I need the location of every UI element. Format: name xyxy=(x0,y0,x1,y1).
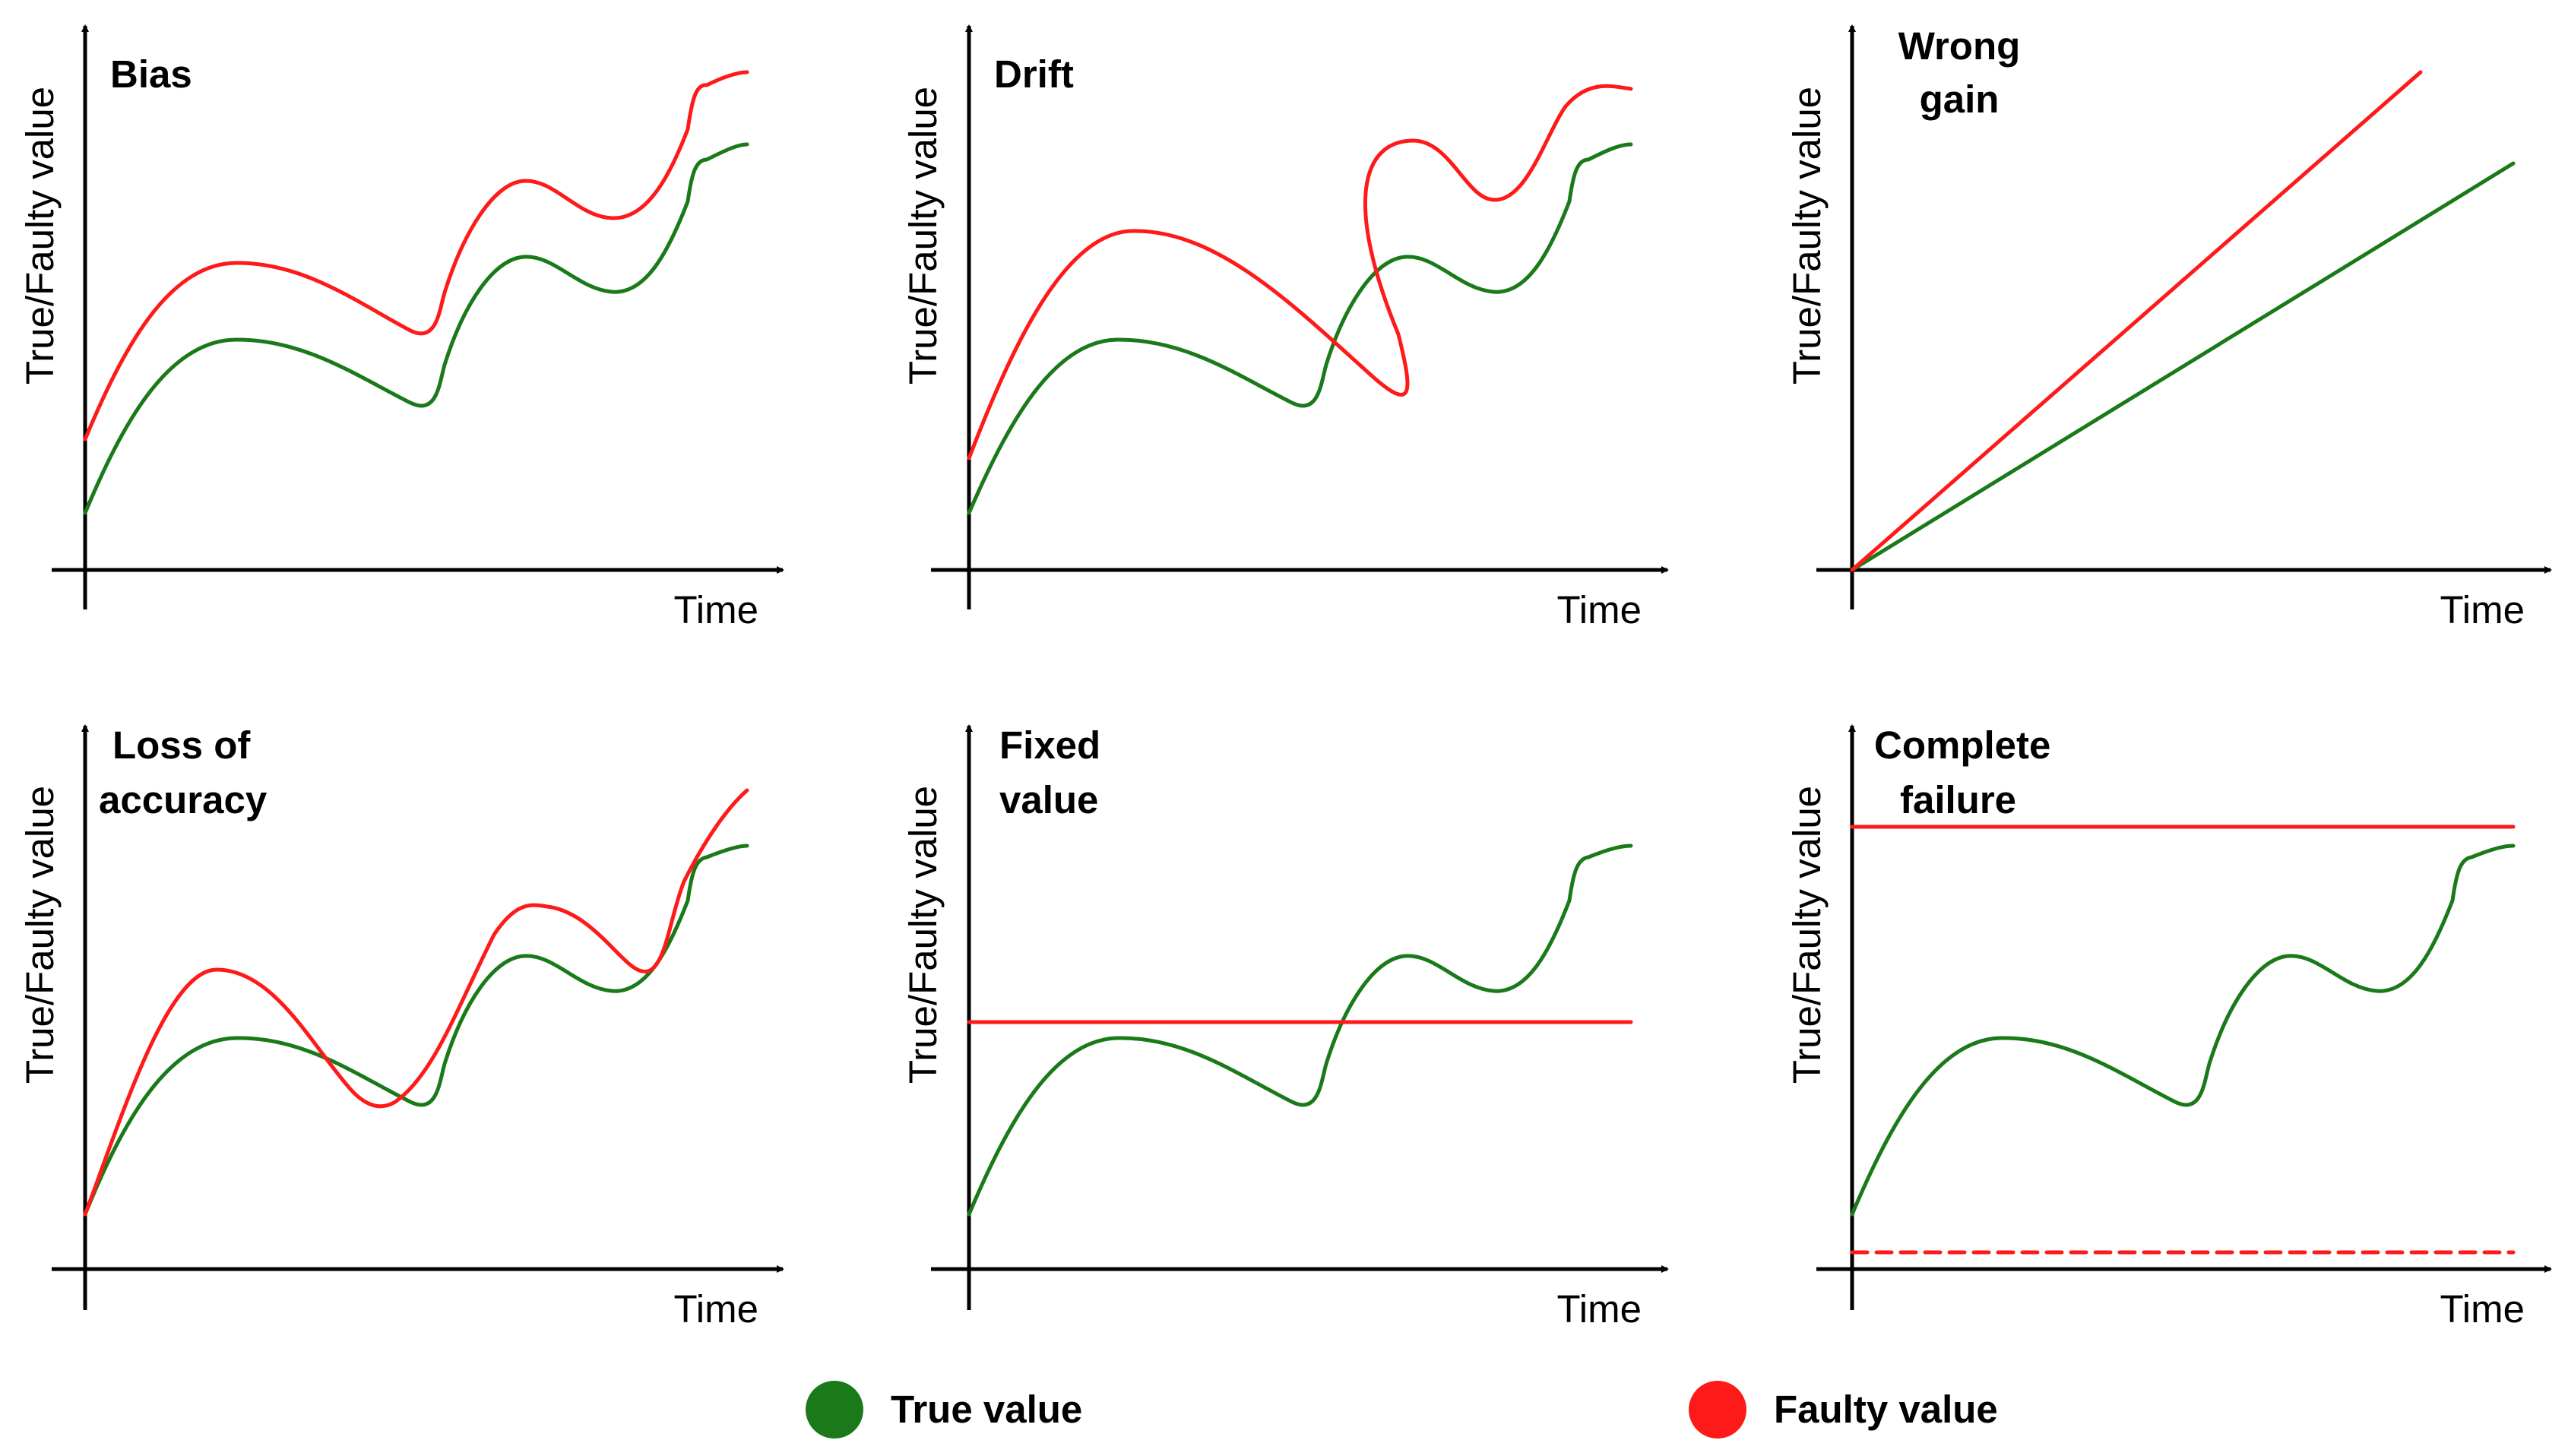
x-axis-label: Time xyxy=(2440,588,2525,631)
panel-complete-failure: True/Faulty value Time Complete failure xyxy=(1785,723,2552,1331)
panel-title: Wrong xyxy=(1898,24,2021,68)
x-axis-label: Time xyxy=(674,588,758,631)
legend-faulty-label: Faulty value xyxy=(1774,1388,1998,1431)
green-circle-marker-icon xyxy=(806,1381,863,1439)
panel-fixed-value: True/Faulty value Time Fixed value xyxy=(901,723,1669,1331)
legend: True value Faulty value xyxy=(806,1381,1998,1439)
true-value-curve xyxy=(967,844,1633,1217)
y-axis-label: True/Faulty value xyxy=(901,786,945,1084)
red-circle-marker-icon xyxy=(1689,1381,1746,1439)
panel-title: Bias xyxy=(110,52,192,96)
panel-title-line-2: failure xyxy=(1900,778,2016,821)
panel-bias: True/Faulty value Time Bias xyxy=(18,24,784,631)
true-value-curve xyxy=(967,142,1633,515)
panel-drift: True/Faulty value Time Drift xyxy=(901,24,1669,631)
true-value-curve xyxy=(83,142,749,515)
x-axis-label: Time xyxy=(1557,1287,1642,1331)
panel-wrong-gain: True/Faulty value Time Wrong gain xyxy=(1785,24,2552,631)
panel-loss-of-accuracy: True/Faulty value Time Loss of accuracy xyxy=(18,723,784,1331)
panel-title-line-2: value xyxy=(999,778,1098,821)
true-value-curve xyxy=(83,844,749,1217)
faulty-value-curve xyxy=(83,70,749,442)
faulty-value-curve xyxy=(1850,70,2423,572)
panel-title: Drift xyxy=(994,52,1074,96)
y-axis-label: True/Faulty value xyxy=(1785,87,1829,385)
y-axis-label: True/Faulty value xyxy=(18,87,62,385)
panel-title-line-2: accuracy xyxy=(99,778,268,821)
x-axis-label: Time xyxy=(674,1287,758,1331)
true-value-curve xyxy=(1850,844,2516,1217)
x-axis-label: Time xyxy=(2440,1287,2525,1331)
panel-title: Fixed xyxy=(999,723,1100,767)
y-axis-label: True/Faulty value xyxy=(18,786,62,1084)
panel-title-line-2: gain xyxy=(1920,78,2000,121)
panel-title: Loss of xyxy=(112,723,251,767)
true-value-curve xyxy=(1850,161,2516,572)
faulty-value-curve xyxy=(967,84,1633,461)
y-axis-label: True/Faulty value xyxy=(901,87,945,385)
x-axis-label: Time xyxy=(1557,588,1642,631)
legend-true-label: True value xyxy=(891,1388,1082,1431)
y-axis-label: True/Faulty value xyxy=(1785,786,1829,1084)
panel-title: Complete xyxy=(1874,723,2050,767)
faulty-value-curve xyxy=(83,788,749,1217)
